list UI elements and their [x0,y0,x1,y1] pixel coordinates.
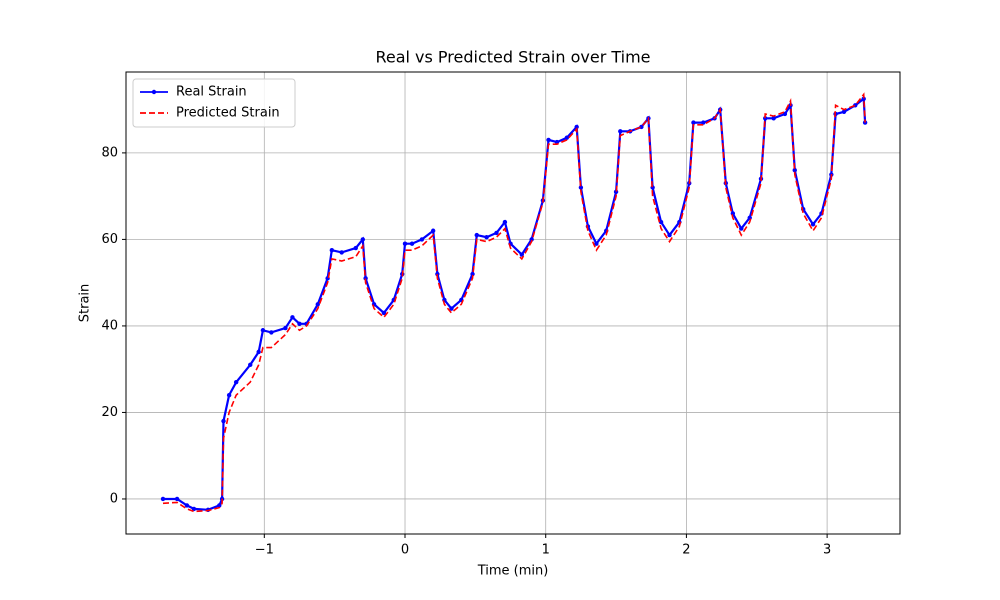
data-point [283,325,288,331]
data-point [658,219,664,225]
x-tick-label: 1 [542,543,550,558]
data-point [474,232,479,238]
data-point [546,137,551,143]
x-tick-label: −1 [255,543,274,558]
data-point [502,219,508,225]
data-point [402,241,408,246]
legend-box [132,78,296,128]
data-point [269,330,274,335]
x-tick-label: 2 [682,543,690,558]
y-tick-label: 40 [101,318,118,333]
data-point [494,230,499,236]
legend-label: Real Strain [176,85,247,100]
legend-label: Predicted Strain [176,106,280,121]
data-point [409,241,415,246]
data-point [419,237,425,242]
data-point [315,302,320,307]
data-point [290,315,295,320]
x-tick-label: 3 [823,543,831,558]
data-point [221,418,226,424]
legend-marker [151,89,157,95]
data-point [363,276,368,281]
data-point [449,306,454,311]
data-point [861,96,866,102]
data-point [184,503,190,508]
data-point [618,129,623,134]
data-point [771,116,776,121]
series-line [162,92,866,513]
data-point [792,167,797,173]
data-point [297,321,302,326]
plot-frame [125,71,901,535]
data-point [484,235,489,240]
data-point [381,310,387,316]
y-tick-label: 20 [101,405,118,420]
data-point [226,392,232,398]
data-point [233,379,239,385]
data-point [594,241,599,246]
x-tick-label: 0 [401,543,409,558]
data-point [763,116,768,121]
data-point [260,328,266,333]
data-point [691,120,696,125]
data-point [841,109,847,114]
data-point [329,248,335,253]
data-point [862,120,868,125]
data-point [430,228,436,233]
data-point [248,362,253,368]
y-tick-label: 60 [101,232,118,247]
y-axis-label: Strain [78,284,93,323]
x-axis-label: Time (min) [477,564,549,579]
data-point [701,120,706,125]
data-point [739,226,744,231]
data-point [810,222,816,227]
chart-title: Real vs Predicted Strain over Time [375,48,650,67]
data-point [564,135,570,140]
y-tick-label: 0 [110,491,118,506]
data-point [217,503,222,508]
data-point [360,237,366,242]
data-point [256,349,261,355]
data-point [435,271,440,277]
series-line [163,96,867,511]
data-point [574,124,579,130]
data-point [191,506,197,512]
data-point [339,250,344,255]
data-point [353,245,358,251]
y-tick-label: 80 [101,145,118,160]
data-point [667,232,672,238]
data-point [174,496,180,502]
data-point [160,496,166,502]
